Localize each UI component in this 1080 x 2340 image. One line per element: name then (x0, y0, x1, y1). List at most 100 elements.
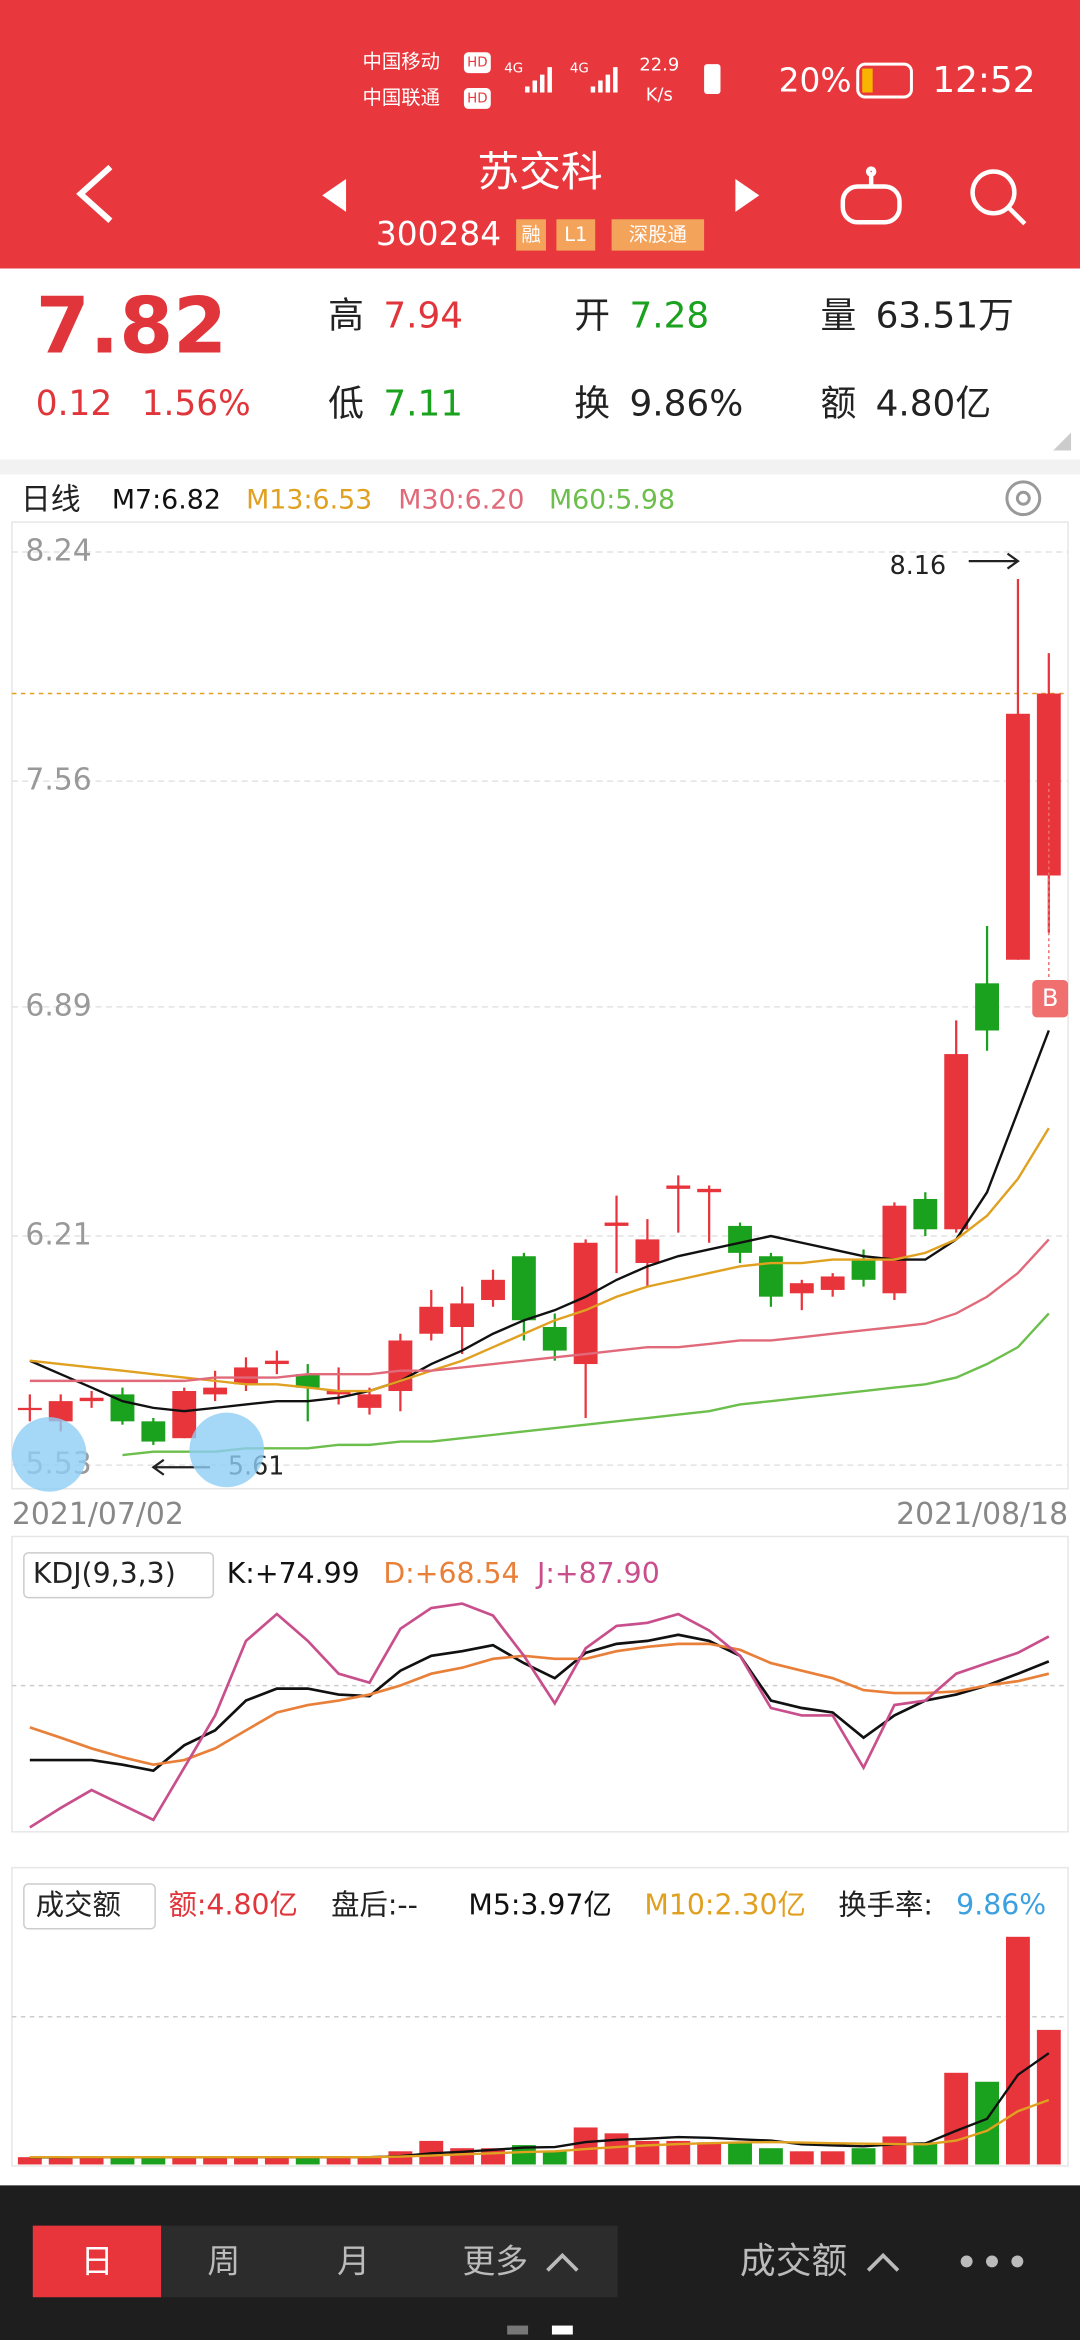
network: 4G (570, 62, 589, 77)
bar (79, 2157, 104, 2165)
tab-active[interactable] (32, 2225, 162, 2298)
bar (1036, 2029, 1061, 2165)
high: 7.94 (383, 296, 463, 337)
carrier: 中国联通 (362, 86, 440, 109)
kdj-panel (11, 1535, 1069, 1833)
ma-line (29, 1238, 1050, 1383)
candle-body (758, 1256, 783, 1297)
legend: M60:5.98 (549, 485, 675, 516)
y-tick-label: 6.89 (25, 988, 91, 1023)
ma-line (29, 1127, 1050, 1393)
time: 12:52 (932, 60, 1035, 101)
back-button[interactable] (76, 164, 113, 223)
badge: 融 (521, 223, 540, 246)
bar (1006, 1936, 1030, 2165)
more-menu[interactable] (960, 2255, 1024, 2268)
bar (295, 2158, 320, 2165)
legend: K:+74.99 (227, 1557, 360, 1590)
candle-body (141, 1421, 166, 1442)
badge: L1 (564, 223, 587, 246)
stock-code: 300284 (376, 215, 501, 253)
status-bar: 中国移动 中国联通 HD HD 4G 4G 22.9 K/s 20% 12:52 (362, 50, 1035, 109)
tab[interactable]: 更多 (462, 2242, 528, 2280)
candle-body (511, 1256, 536, 1321)
candle-body (203, 1387, 228, 1395)
bar (264, 2157, 289, 2165)
legend: M30:6.20 (398, 485, 524, 516)
label: 高 (328, 296, 364, 337)
search-icon[interactable] (970, 169, 1027, 226)
x-end: 2021/08/18 (896, 1497, 1068, 1532)
change: 0.12 (36, 384, 112, 424)
bar (604, 2133, 629, 2165)
badge-bg (611, 219, 705, 251)
prev-stock[interactable] (322, 179, 347, 212)
ma-line (29, 1030, 1050, 1413)
hd-badge (463, 52, 491, 74)
legend: M13:6.53 (246, 485, 372, 516)
max-label: 8.16 (890, 550, 946, 580)
candle-body (728, 1225, 752, 1253)
candle-body (604, 1222, 629, 1226)
bar (789, 2151, 814, 2165)
float-button[interactable] (11, 1417, 87, 1492)
label: 量 (820, 296, 856, 337)
tab[interactable]: 周 (207, 2242, 240, 2280)
bar (17, 2157, 42, 2165)
hd: HD (467, 91, 487, 106)
kdj-box[interactable] (23, 1552, 215, 1599)
robot-icon[interactable] (840, 166, 902, 225)
bar (326, 2158, 351, 2165)
kdj-line (29, 1633, 1050, 1773)
bar (697, 2142, 722, 2165)
legend: D:+68.54 (383, 1557, 519, 1590)
kdj-line (29, 1642, 1050, 1767)
stock-name: 苏交科 (477, 147, 602, 196)
speed-unit: K/s (646, 84, 673, 105)
legend: M5:3.97亿 (468, 1888, 611, 1921)
candle-body (573, 1242, 598, 1365)
turnover-label: 换手率: (838, 1888, 933, 1921)
chevron (866, 2252, 900, 2272)
bar (882, 2136, 907, 2165)
x-start: 2021/07/02 (12, 1497, 184, 1532)
candle-body (1006, 713, 1030, 960)
candle-body (944, 1054, 969, 1230)
hd: HD (467, 56, 487, 71)
candle-body (419, 1306, 444, 1334)
period: 日线 (21, 483, 81, 518)
kline-panel (11, 521, 1069, 1490)
ma-line (122, 1312, 1050, 1457)
tab[interactable]: 日 (81, 2242, 114, 2280)
candle-body (357, 1394, 382, 1408)
settings-icon[interactable] (1005, 480, 1042, 517)
badge: 深股通 (629, 223, 687, 246)
after-hours: 盘后:-- (331, 1888, 418, 1921)
chevron (546, 2252, 579, 2272)
battery: 20% (779, 62, 852, 100)
candle-body (295, 1374, 320, 1388)
indicator-tab[interactable]: 成交额 (740, 2241, 847, 2282)
nav-hint (507, 2325, 529, 2335)
arrow (968, 552, 1020, 570)
candle-body (326, 1391, 351, 1395)
float-button[interactable] (189, 1412, 265, 1488)
candle-body (234, 1367, 258, 1385)
badge-bg (516, 219, 546, 251)
amount-box[interactable] (23, 1883, 156, 1930)
badge-bg (556, 219, 596, 251)
tab[interactable]: 月 (337, 2242, 370, 2280)
bar (913, 2142, 938, 2165)
candle-body (789, 1283, 814, 1294)
amount-label: 额:4.80亿 (169, 1888, 298, 1921)
bar (48, 2157, 73, 2165)
bar (728, 2142, 752, 2165)
label: 低 (328, 384, 364, 425)
y-tick-label: 8.24 (25, 534, 91, 569)
kdj-line (29, 1602, 1050, 1829)
candle-body (450, 1303, 475, 1327)
candle-body (882, 1205, 907, 1294)
next-stock[interactable] (735, 179, 760, 212)
